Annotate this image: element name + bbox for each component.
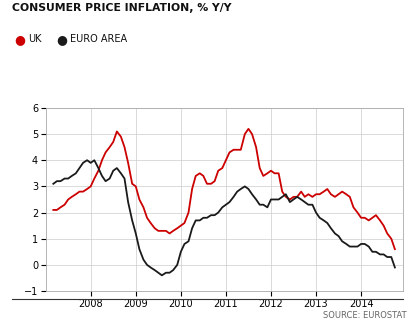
Text: ●: ● xyxy=(56,33,67,46)
Text: ●: ● xyxy=(15,33,25,46)
Text: SOURCE: EUROSTAT: SOURCE: EUROSTAT xyxy=(323,311,407,320)
Text: CONSUMER PRICE INFLATION, % Y/Y: CONSUMER PRICE INFLATION, % Y/Y xyxy=(12,3,232,13)
Text: EURO AREA: EURO AREA xyxy=(70,34,127,44)
Text: UK: UK xyxy=(28,34,42,44)
